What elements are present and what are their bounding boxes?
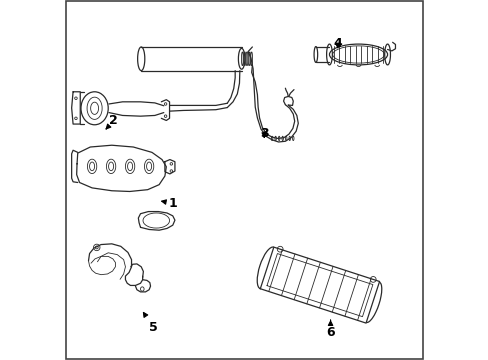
Text: 2: 2	[106, 114, 118, 129]
Text: 1: 1	[162, 197, 177, 210]
Text: 3: 3	[260, 127, 268, 140]
Text: 4: 4	[333, 37, 342, 50]
Text: 5: 5	[143, 312, 157, 333]
Text: 6: 6	[325, 320, 334, 339]
